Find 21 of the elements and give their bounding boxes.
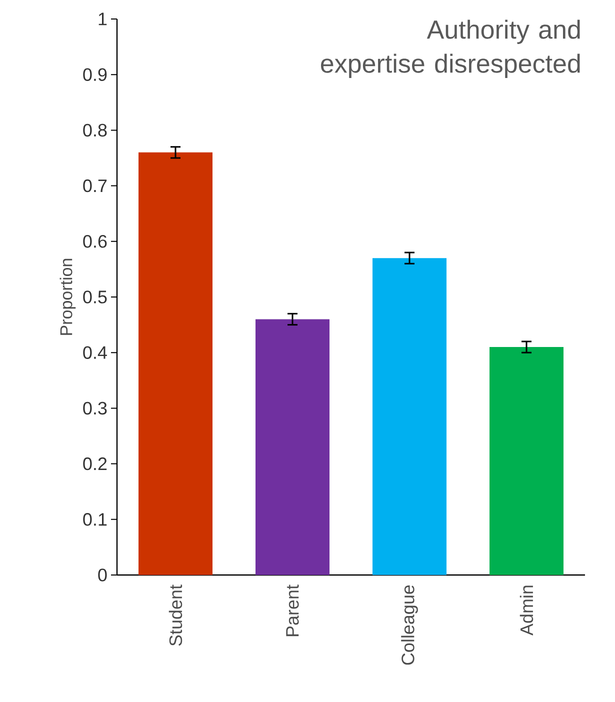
y-tick-label: 0.4 <box>83 346 107 359</box>
bar <box>490 347 564 575</box>
x-tick-label: Parent <box>286 584 299 636</box>
y-tick-label: 0.1 <box>83 513 107 526</box>
y-tick-label: 0.7 <box>83 179 107 192</box>
y-tick-label: 0.3 <box>83 402 107 415</box>
y-tick-label: 0.8 <box>83 124 107 137</box>
x-tick-label: Student <box>168 584 182 646</box>
x-tick-label: Colleague <box>401 585 418 665</box>
y-tick-label: 0 <box>98 568 107 582</box>
y-tick-label: 1 <box>98 12 107 26</box>
bar <box>138 152 212 575</box>
y-axis-title: Proportion <box>60 258 76 335</box>
y-tick-label: 0.9 <box>83 68 107 81</box>
y-tick-label: 0.5 <box>83 290 107 304</box>
y-tick-label: 0.2 <box>83 457 107 470</box>
y-tick-label: 0.6 <box>83 235 107 248</box>
bar <box>372 258 447 575</box>
text: Authority and expertise disrespected <box>321 20 580 78</box>
bar <box>256 319 330 575</box>
x-tick-label: Admin <box>520 586 534 636</box>
